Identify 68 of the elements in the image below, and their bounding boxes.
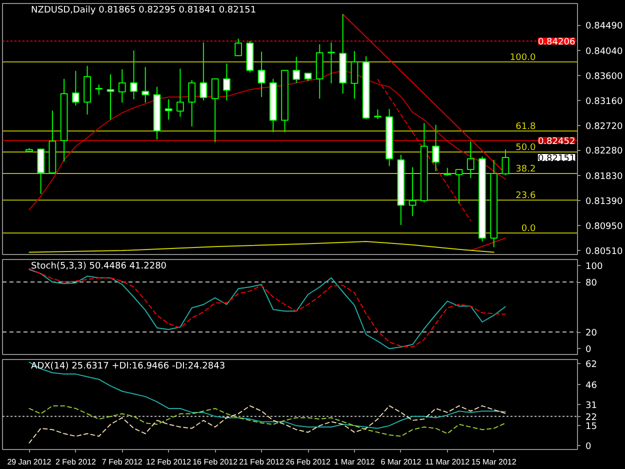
candlestick [502,148,510,176]
y-tick-label: 22 [586,412,597,423]
candlestick [234,38,242,56]
y-tick-label: 0.80510 [586,247,623,258]
chart-title: NZDUSD,Daily 0.81865 0.82295 0.81841 0.82151 [31,6,256,16]
line-series [28,405,506,444]
annotation: 38.2 [516,164,536,174]
x-tick-label: 2 Feb 2012 [55,458,96,466]
y-tick-label: 0.81390 [586,197,623,208]
candlestick [164,98,172,120]
annotation: 100.0 [510,52,536,63]
annotation: 0.0 [521,224,536,234]
annotation: 50.0 [516,142,536,153]
y-tick-label: 80 [586,278,598,288]
y-tick-label: 0 [586,345,592,356]
candlestick [408,166,416,216]
candlestick [176,68,184,118]
y-tick-label: 0.82720 [586,122,623,132]
candlestick [106,74,114,120]
y-tick-label: 31 [586,401,597,411]
line-series [28,362,506,429]
annotation: 61.8 [516,122,536,132]
y-tick-label: 0.81830 [586,172,623,182]
y-tick-label: 0.84040 [586,47,623,58]
y-tick-label: 0.80950 [586,222,623,232]
candlestick [455,169,463,204]
candlestick [350,50,358,100]
x-tick-label: 21 Feb 2012 [239,458,285,466]
line-series [28,405,506,437]
candlestick [72,70,80,106]
line-series [28,240,494,253]
x-tick-label: 11 Mar 2012 [425,458,470,466]
y-tick-label: 0.83600 [586,72,623,82]
annotation: 23.6 [516,191,536,202]
candlestick [292,56,300,84]
candlestick [95,84,103,96]
y-tick-label: 20 [586,328,598,338]
y-tick-label: 0.84490 [586,22,623,32]
candlestick [37,148,45,194]
x-tick-label: 7 Feb 2012 [102,458,143,466]
y-tick-label: 100 [586,262,603,272]
x-tick-label: 15 Mar 2012 [471,458,517,466]
text: 0.82151 [538,154,576,164]
candlestick [374,108,382,120]
candlestick [118,68,126,104]
x-tick-label: 16 Feb 2012 [192,458,238,466]
x-tick-label: 6 Mar 2012 [380,458,422,466]
candlestick [200,42,208,101]
candlestick [328,42,335,84]
candlestick [466,140,474,179]
y-tick-label: 0 [586,442,592,452]
candlestick [142,66,150,104]
y-tick-label: 15 [586,422,597,432]
y-tick-label: 0.83160 [586,96,623,107]
x-tick-label: 1 Mar 2012 [334,458,376,466]
y-tick-label: 46 [586,381,598,392]
x-tick-label: 29 Jan 2012 [7,458,52,466]
candlestick [188,79,196,127]
candlestick [222,63,230,101]
x-tick-label: 12 Feb 2012 [146,458,192,466]
candlestick [258,51,266,98]
candlestick [432,124,440,172]
y-tick-label: 62 [586,360,597,370]
candlestick [211,78,219,143]
x-tick-label: 26 Feb 2012 [286,458,332,466]
y-tick-label: 0.82280 [586,146,623,157]
candlestick [130,50,138,100]
chart-title: Stoch(5,3,3) 50.4486 41.2280 [31,262,167,272]
